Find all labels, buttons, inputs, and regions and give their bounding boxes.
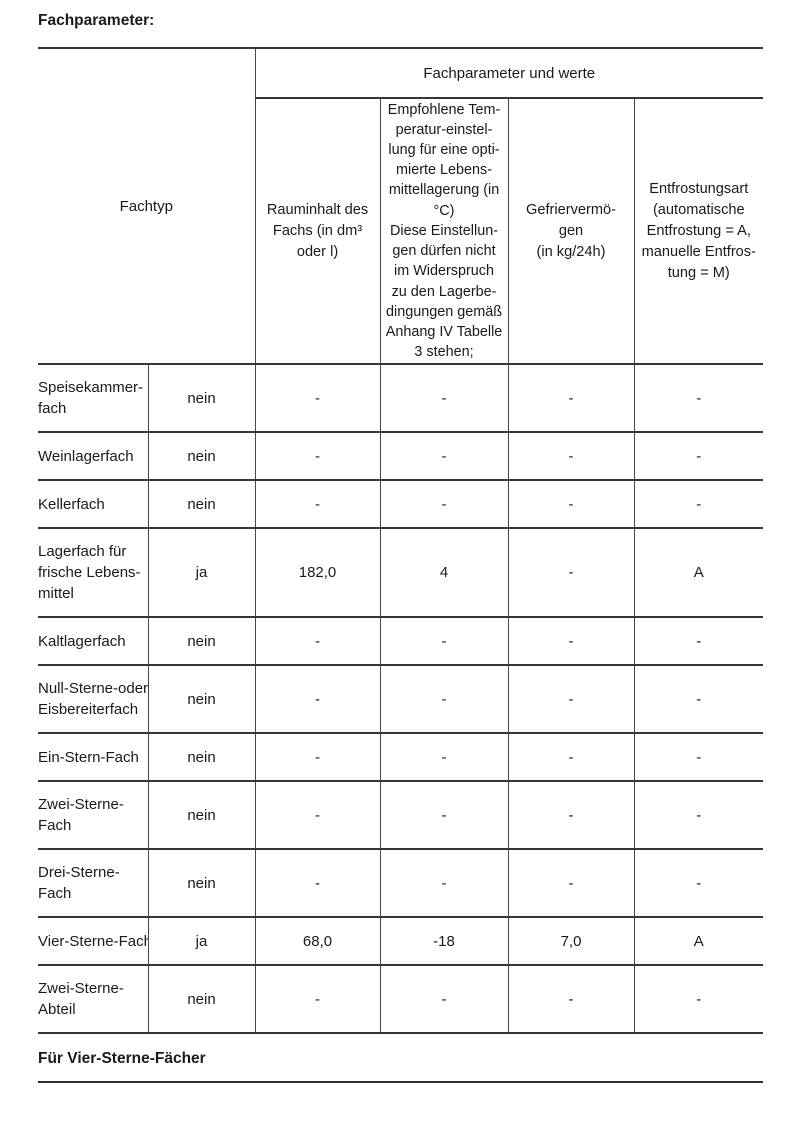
gefriervermoegen-cell: - (507, 363, 635, 432)
temperatur-cell: -18 (379, 916, 509, 965)
group-header-row: Fachtyp Fachparameter und werte (38, 47, 764, 364)
vorhanden-cell: nein (147, 363, 256, 432)
fachtyp-cell: Kellerfach (38, 479, 148, 528)
vorhanden-cell: nein (147, 479, 256, 528)
section-heading: Für Vier-Sterne-Fächer (38, 1050, 206, 1067)
vorhanden-cell: nein (147, 616, 256, 665)
vorhanden-cell: nein (147, 732, 256, 781)
fachtyp-cell: Ein-Stern-Fach (38, 732, 148, 781)
rauminhalt-cell: - (254, 431, 381, 480)
rauminhalt-cell: - (254, 964, 381, 1034)
entfrostungsart-cell: A (633, 527, 764, 617)
gefriervermoegen-cell: 7,0 (507, 916, 635, 965)
entfrostungsart-cell: - (633, 664, 764, 733)
gefriervermoegen-cell: - (507, 848, 635, 917)
rauminhalt-cell: - (254, 479, 381, 528)
table-row: Null-Sterne-oder Eisbereiterfach nein - … (38, 664, 764, 733)
fachtyp-cell: Null-Sterne-oder Eisbereiterfach (38, 664, 148, 733)
gefriervermoegen-cell: - (507, 964, 635, 1034)
vorhanden-cell: ja (147, 527, 256, 617)
temperatur-cell: - (379, 664, 509, 733)
gefriervermoegen-cell: - (507, 616, 635, 665)
page-title: Fachparameter: (38, 12, 155, 29)
entfrostungsart-cell: - (633, 964, 764, 1034)
table-row: Drei-Sterne- Fach nein - - - - (38, 848, 764, 917)
rauminhalt-column-header: Rauminhalt des Fachs (in dm³ oder l) (254, 97, 381, 364)
rauminhalt-cell: 68,0 (254, 916, 381, 965)
entfrostungsart-cell: - (633, 479, 764, 528)
rauminhalt-cell: 182,0 (254, 527, 381, 617)
vorhanden-cell: nein (147, 964, 256, 1034)
fachtyp-cell: Kaltlagerfach (38, 616, 148, 665)
rauminhalt-cell: - (254, 848, 381, 917)
fachtyp-cell: Drei-Sterne- Fach (38, 848, 148, 917)
temperatur-cell: - (379, 479, 509, 528)
temperatur-cell: - (379, 732, 509, 781)
table-row: Weinlagerfach nein - - - - (38, 431, 764, 480)
rauminhalt-cell: - (254, 780, 381, 849)
rauminhalt-cell: - (254, 732, 381, 781)
temperatur-cell: - (379, 780, 509, 849)
fachtyp-cell: Weinlagerfach (38, 431, 148, 480)
gefriervermoegen-cell: - (507, 527, 635, 617)
gefriervermoegen-cell: - (507, 780, 635, 849)
fachtyp-column-header: Fachtyp (38, 47, 256, 364)
fachtyp-cell: Vier-Sterne-Fach (38, 916, 148, 965)
entfrostungsart-cell: - (633, 431, 764, 480)
table-row: Kellerfach nein - - - - (38, 479, 764, 528)
temperatur-cell: - (379, 363, 509, 432)
rauminhalt-cell: - (254, 363, 381, 432)
entfrostungsart-cell: A (633, 916, 764, 965)
temperatur-cell: - (379, 616, 509, 665)
fachtyp-cell: Lagerfach für frische Lebens- mittel (38, 527, 148, 617)
table-row: Lagerfach für frische Lebens- mittel ja … (38, 527, 764, 617)
gefriervermoegen-column-header: Gefriervermö- gen (in kg/24h) (507, 97, 635, 364)
table-row: Speisekammer- fach nein - - - - (38, 363, 764, 432)
rauminhalt-cell: - (254, 664, 381, 733)
entfrostungsart-cell: - (633, 732, 764, 781)
entfrostungsart-cell: - (633, 616, 764, 665)
entfrostungsart-cell: - (633, 848, 764, 917)
table-row: Vier-Sterne-Fach ja 68,0 -18 7,0 A (38, 916, 764, 965)
vorhanden-cell: nein (147, 848, 256, 917)
table-row: Zwei-Sterne- Fach nein - - - - (38, 780, 764, 849)
section-divider-rule (38, 1081, 763, 1083)
temperatur-cell: - (379, 964, 509, 1034)
table-row: Ein-Stern-Fach nein - - - - (38, 732, 764, 781)
temperatur-cell: 4 (379, 527, 509, 617)
gefriervermoegen-cell: - (507, 479, 635, 528)
gefriervermoegen-cell: - (507, 431, 635, 480)
fachtyp-cell: Speisekammer- fach (38, 363, 148, 432)
entfrostungsart-cell: - (633, 780, 764, 849)
vorhanden-cell: nein (147, 664, 256, 733)
rauminhalt-cell: - (254, 616, 381, 665)
table-row: Zwei-Sterne- Abteil nein - - - - (38, 964, 764, 1034)
group-header: Fachparameter und werte (254, 47, 764, 98)
gefriervermoegen-cell: - (507, 732, 635, 781)
fachparameter-table: Fachtyp Fachparameter und werte Rauminha… (38, 47, 764, 1034)
fachtyp-cell: Zwei-Sterne- Abteil (38, 964, 148, 1034)
gefriervermoegen-cell: - (507, 664, 635, 733)
vorhanden-cell: nein (147, 431, 256, 480)
vorhanden-cell: ja (147, 916, 256, 965)
table-row: Kaltlagerfach nein - - - - (38, 616, 764, 665)
entfrostungsart-cell: - (633, 363, 764, 432)
temperatur-cell: - (379, 848, 509, 917)
column-header-row: Rauminhalt des Fachs (in dm³ oder l) Emp… (38, 97, 764, 364)
fachtyp-cell: Zwei-Sterne- Fach (38, 780, 148, 849)
temperatur-cell: - (379, 431, 509, 480)
entfrostungsart-column-header: Entfrostungsart (automatische Entfrostun… (633, 97, 764, 364)
vorhanden-cell: nein (147, 780, 256, 849)
temperatur-column-header: Empfohlene Tem- peratur-einstel- lung fü… (379, 97, 509, 364)
